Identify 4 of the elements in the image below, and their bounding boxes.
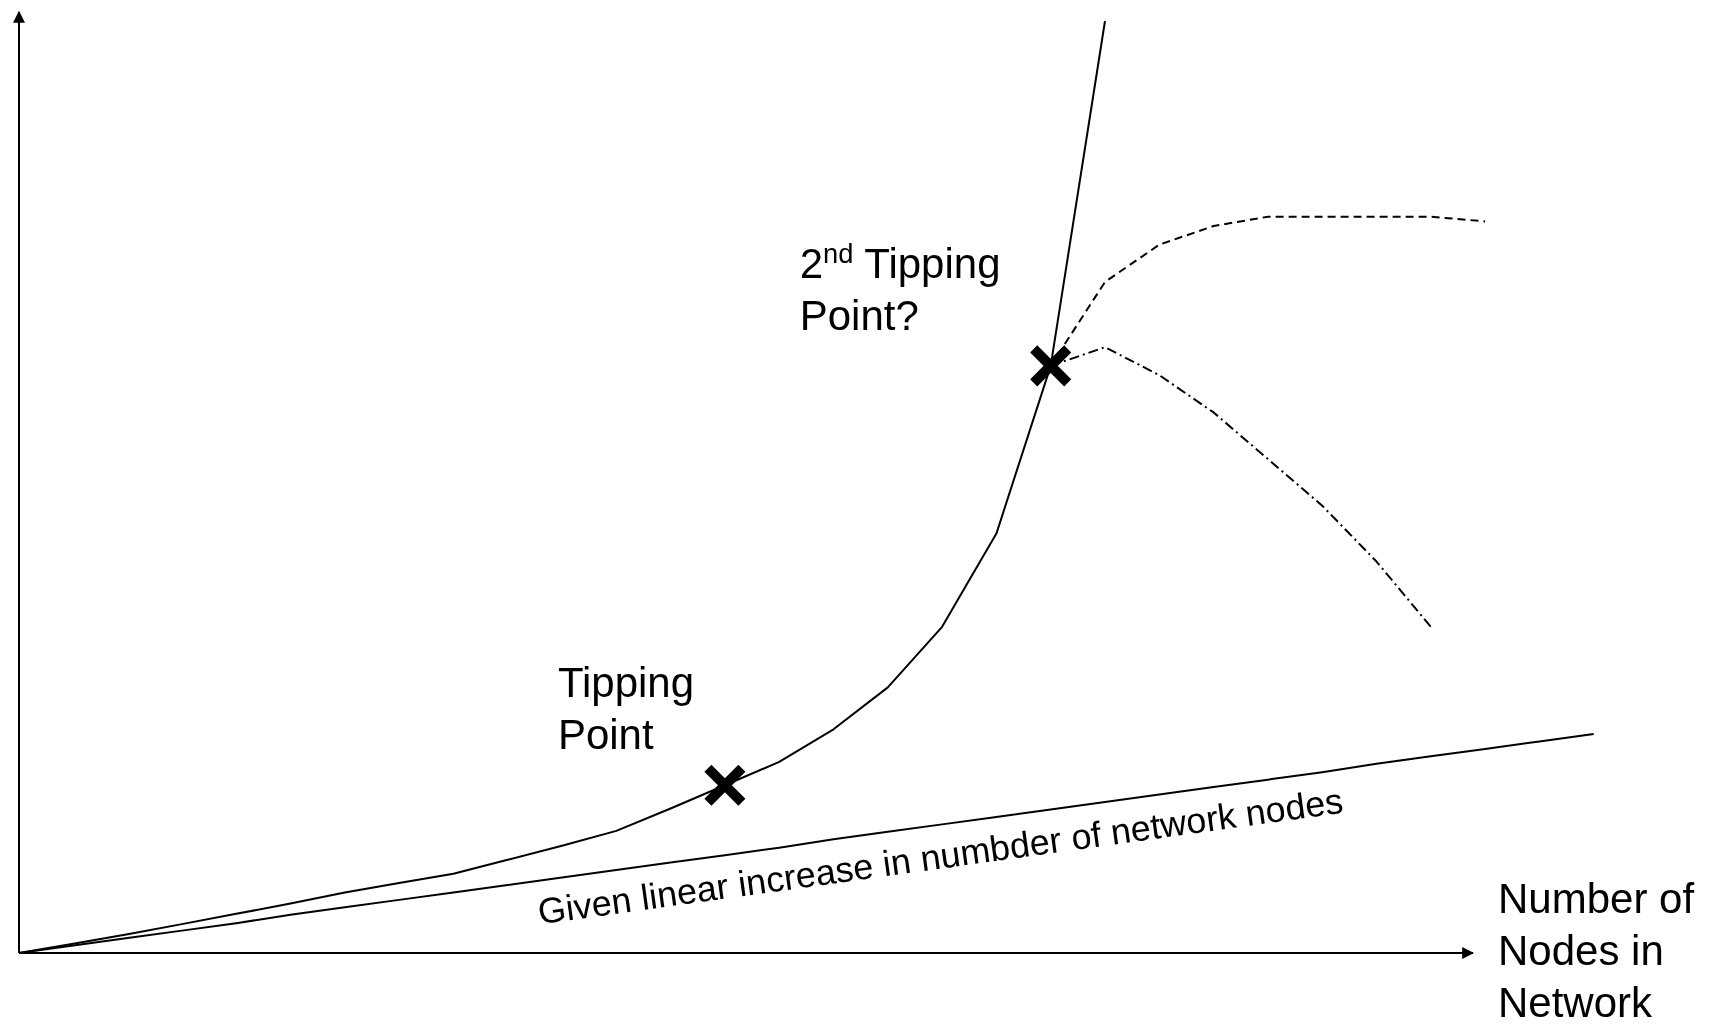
- annotation: Tipping Point: [557, 659, 695, 759]
- annotation: 2$^{nd}$ Tipping Point?: [799, 237, 1001, 339]
- annotation: Given linear increase in numbder of network nodes: [535, 779, 1346, 933]
- x-axis-title: Number of Nodes in Network: [1498, 875, 1695, 1026]
